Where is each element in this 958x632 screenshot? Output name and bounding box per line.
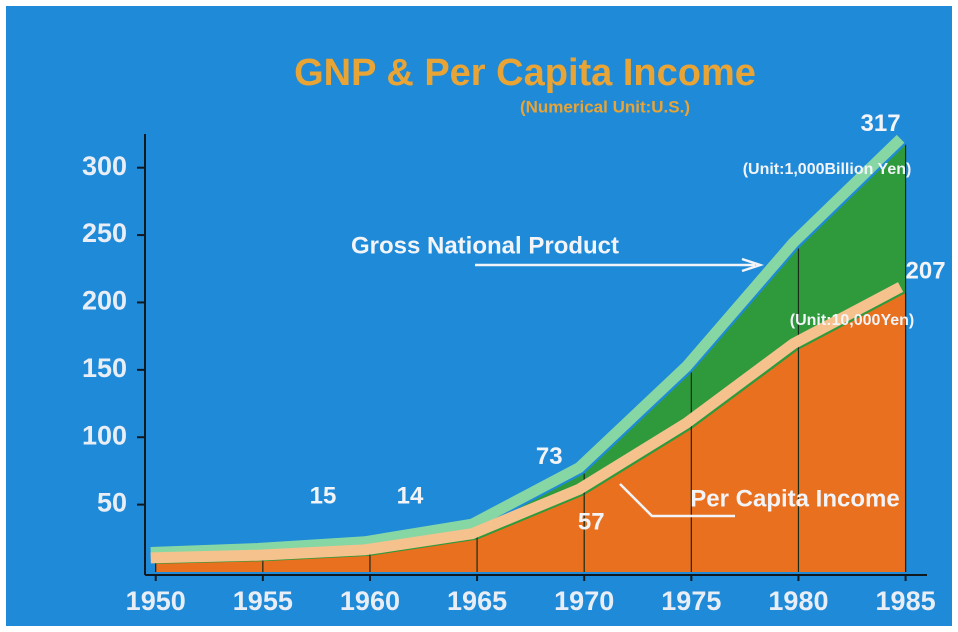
x-tick-label: 1965: [447, 586, 507, 616]
area-top-band: [150, 282, 904, 564]
value-label: 317: [861, 110, 901, 137]
x-tick-label: 1970: [554, 586, 614, 616]
y-tick-label: 50: [97, 488, 127, 518]
y-tick-label: 250: [82, 218, 127, 248]
label-arrow: [619, 483, 735, 518]
value-label: 57: [578, 509, 605, 536]
chart-title: GNP & Per Capita Income: [294, 52, 756, 94]
label-arrow-head: [741, 257, 764, 273]
x-tick-label: 1960: [340, 586, 400, 616]
y-tick-label: 300: [82, 151, 127, 181]
series-label: Per Capita Income: [690, 485, 899, 512]
x-tick-label: 1985: [876, 586, 936, 616]
y-tick-label: 100: [82, 420, 127, 450]
area-top-band: [150, 134, 905, 559]
value-label: 73: [536, 443, 563, 470]
x-tick-label: 1980: [768, 586, 828, 616]
annotation: 14: [397, 482, 424, 509]
x-tick-label: 1950: [126, 586, 186, 616]
y-tick-label: 200: [82, 286, 127, 316]
x-tick-label: 1975: [661, 586, 721, 616]
value-label: 207: [906, 257, 946, 284]
unit-label: (Unit:1,000Billion Yen): [743, 161, 912, 178]
unit-label: (Unit:10,000Yen): [790, 312, 914, 329]
y-tick-label: 150: [82, 353, 127, 383]
chart-subtitle: (Numerical Unit:U.S.): [520, 97, 690, 116]
plot-area: 73 317 57 207 50 100 150 200 250 300 1950 1955 1960 1…: [82, 110, 946, 616]
x-tick-label: 1955: [233, 586, 293, 616]
area: [155, 293, 906, 572]
annotation: 15: [310, 482, 337, 509]
series-label: Gross National Product: [351, 232, 619, 259]
